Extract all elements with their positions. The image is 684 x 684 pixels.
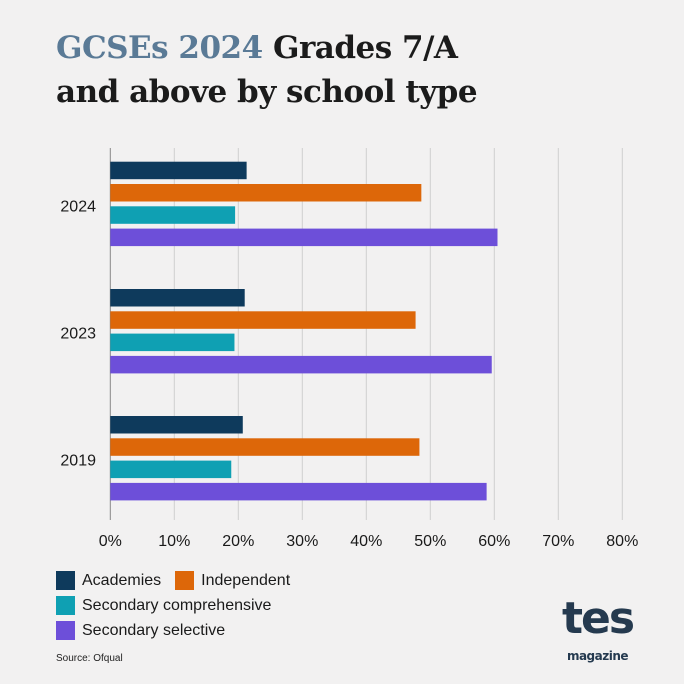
source-note: Source: Ofqual bbox=[56, 653, 123, 664]
legend-item-academies: Academies bbox=[56, 571, 161, 590]
bar-2019-secondary-comprehensive bbox=[110, 460, 232, 479]
legend-label: Academies bbox=[82, 571, 162, 589]
logo-main: tes bbox=[561, 593, 635, 644]
y-tick-label: 2024 bbox=[60, 198, 96, 215]
legend-swatch bbox=[56, 621, 75, 640]
legend-item-independent: Independent bbox=[175, 571, 290, 590]
legend-swatch bbox=[56, 596, 75, 615]
x-tick-label: 0% bbox=[99, 533, 122, 550]
title-highlight: GCSEs 2024 bbox=[56, 30, 263, 66]
x-tick-label: 30% bbox=[286, 533, 318, 550]
x-tick-label: 40% bbox=[350, 533, 382, 550]
bar-2023-independent bbox=[110, 311, 416, 329]
legend-swatch bbox=[175, 571, 195, 590]
bar-2019-independent bbox=[110, 438, 420, 456]
bar-2019-academies bbox=[110, 416, 243, 434]
legend-label: Secondary selective bbox=[82, 621, 226, 639]
y-tick-label: 2023 bbox=[60, 326, 96, 343]
x-tick-label: 10% bbox=[158, 533, 190, 550]
x-tick-label: 70% bbox=[542, 533, 574, 550]
bar-2024-independent bbox=[110, 184, 422, 202]
x-tick-label: 50% bbox=[414, 533, 446, 550]
title-line2: and above by school type bbox=[56, 74, 478, 110]
bar-2019-secondary-selective bbox=[110, 482, 487, 501]
y-tick-label: 2019 bbox=[60, 453, 96, 470]
bar-2023-academies bbox=[110, 289, 245, 307]
tes-logo: tes magazine bbox=[555, 592, 640, 664]
bar-2024-secondary-selective bbox=[110, 228, 498, 247]
legend-item-secondary-comprehensive: Secondary comprehensive bbox=[56, 596, 271, 615]
legend-swatch bbox=[56, 571, 75, 590]
chart-title: GCSEs 2024 Grades 7/A and above by schoo… bbox=[56, 26, 478, 114]
x-tick-label: 80% bbox=[606, 533, 638, 550]
x-tick-label: 20% bbox=[222, 533, 254, 550]
legend-item-secondary-selective: Secondary selective bbox=[56, 621, 225, 640]
bar-2024-secondary-comprehensive bbox=[110, 206, 236, 224]
legend-label: Independent bbox=[201, 571, 291, 589]
legend: Academies Independent Secondary comprehe… bbox=[56, 568, 304, 643]
title-line1-wrap: GCSEs 2024 Grades 7/A bbox=[56, 26, 477, 70]
x-tick-label: 60% bbox=[478, 533, 510, 550]
legend-label: Secondary comprehensive bbox=[82, 596, 272, 614]
logo-sub: magazine bbox=[566, 649, 629, 663]
bar-2023-secondary-selective bbox=[110, 355, 492, 374]
title-line1: Grades 7/A bbox=[262, 30, 458, 66]
bar-2023-secondary-comprehensive bbox=[110, 333, 235, 352]
bar-2024-academies bbox=[110, 161, 247, 180]
